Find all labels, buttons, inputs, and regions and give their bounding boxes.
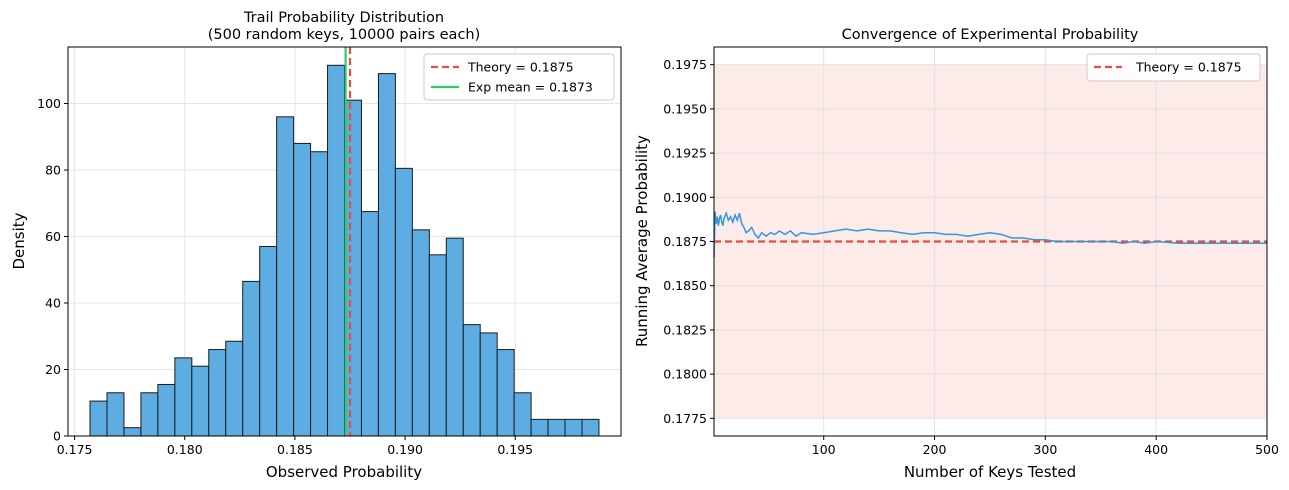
- histogram-bar: [462, 324, 481, 437]
- histogram-y-axis-label: Density: [10, 212, 28, 269]
- histogram-bar: [174, 357, 193, 437]
- convergence-y-ticks: 0.1775 0.1800 0.1825 0.1850 0.1875 0.1900 0.19…: [663, 57, 714, 426]
- y-tick-label: 0.1775: [663, 411, 707, 426]
- x-tick-label: 200: [923, 442, 947, 457]
- x-tick-label: 0.175: [57, 442, 93, 457]
- histogram-bar: [276, 116, 295, 437]
- y-tick-label: 40: [45, 296, 61, 311]
- histogram-bar: [191, 365, 210, 437]
- histogram-bar: [327, 64, 346, 437]
- y-tick-label: 0.1900: [663, 190, 707, 205]
- histogram-bar: [106, 392, 125, 437]
- convergence-title: Convergence of Experimental Probability: [842, 27, 1139, 43]
- histogram-bars: [89, 64, 600, 437]
- histogram-x-ticks: 0.175 0.180 0.185 0.190 0.195: [57, 436, 533, 457]
- histogram-bar: [513, 392, 532, 437]
- x-tick-label: 0.190: [387, 442, 423, 457]
- histogram-bar: [428, 254, 447, 437]
- histogram-bar: [445, 237, 464, 437]
- histogram-title: Trail Probability Distribution: [243, 10, 444, 26]
- x-tick-label: 100: [812, 442, 836, 457]
- y-tick-label: 0.1925: [663, 146, 707, 161]
- x-tick-label: 0.180: [167, 442, 203, 457]
- convergence-y-axis-label: Running Average Probability: [633, 135, 651, 347]
- histogram-y-ticks: 0 20 40 60 80 100: [37, 96, 68, 444]
- running-average-line: [713, 210, 1267, 258]
- histogram-bar: [479, 332, 498, 437]
- convergence-legend-box: [1086, 53, 1261, 82]
- y-tick-label: 20: [45, 362, 61, 377]
- legend-theory-label: Theory = 0.1875: [1135, 60, 1242, 75]
- histogram-bar: [530, 418, 549, 437]
- histogram-legend: Theory = 0.1875 Exp mean = 0.1873: [423, 53, 615, 101]
- y-tick-label: 80: [45, 163, 61, 178]
- histogram-bar: [140, 392, 159, 437]
- y-tick-label: 100: [37, 96, 61, 111]
- histogram-bar: [89, 400, 108, 437]
- histogram-bar: [259, 245, 278, 437]
- histogram-bar: [360, 211, 379, 437]
- histogram-bar: [344, 99, 362, 437]
- histogram-bar: [293, 142, 312, 437]
- y-tick-label: 0: [53, 429, 61, 444]
- convergence-x-axis-label: Number of Keys Tested: [904, 463, 1076, 481]
- x-tick-label: 400: [1144, 442, 1168, 457]
- histogram-bar: [225, 340, 244, 437]
- y-tick-label: 0.1850: [663, 278, 707, 293]
- histogram-bar: [547, 418, 566, 437]
- histogram-bar: [394, 167, 413, 437]
- histogram-legend-box: [423, 53, 615, 101]
- x-tick-label: 0.185: [277, 442, 313, 457]
- histogram-bar: [123, 427, 142, 437]
- histogram-bar: [157, 383, 176, 437]
- x-tick-label: 300: [1033, 442, 1057, 457]
- histogram-bar: [564, 418, 583, 437]
- histogram-bar: [310, 151, 329, 437]
- legend-theory-label: Theory = 0.1875: [467, 60, 574, 75]
- y-tick-label: 0.1950: [663, 101, 707, 116]
- convergence-panel: 100 200 300 400 500 0.1775 0.1800 0.1825 0.1850…: [633, 27, 1279, 481]
- histogram-bar: [377, 73, 396, 437]
- histogram-axes-frame: [67, 46, 622, 437]
- histogram-bar: [208, 349, 227, 437]
- y-tick-label: 60: [45, 229, 61, 244]
- y-tick-label: 0.1800: [663, 367, 707, 382]
- histogram-bar: [581, 418, 600, 437]
- histogram-subtitle: (500 random keys, 10000 pairs each): [208, 27, 481, 43]
- histogram-bar: [496, 349, 515, 437]
- y-tick-label: 0.1825: [663, 322, 707, 337]
- histogram-bar: [411, 229, 430, 437]
- x-tick-label: 0.195: [497, 442, 533, 457]
- histogram-x-axis-label: Observed Probability: [266, 463, 422, 481]
- convergence-x-ticks: 100 200 300 400 500: [812, 436, 1279, 457]
- y-tick-label: 0.1875: [663, 234, 707, 249]
- y-tick-label: 0.1975: [663, 57, 707, 72]
- x-tick-label: 500: [1255, 442, 1279, 457]
- histogram-panel: 0.175 0.180 0.185 0.190 0.195 0 20 40 60 80 100 T…: [10, 10, 622, 481]
- convergence-legend: Theory = 0.1875: [1086, 53, 1261, 82]
- histogram-bar: [242, 280, 261, 437]
- legend-mean-label: Exp mean = 0.1873: [468, 80, 593, 95]
